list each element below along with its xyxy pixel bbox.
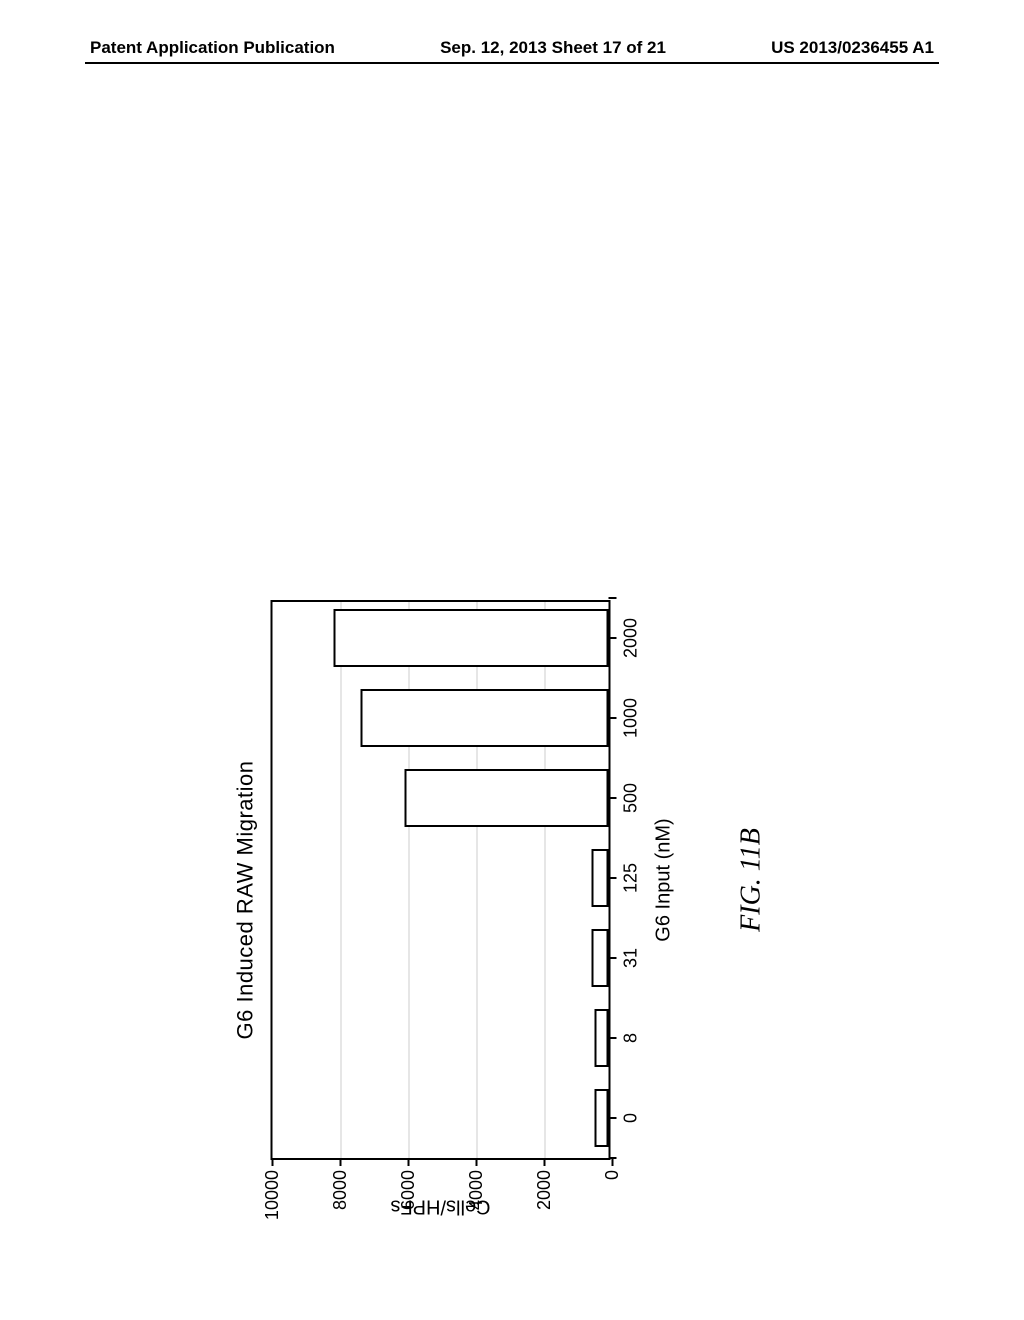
y-tick-label: 8000 bbox=[330, 1170, 351, 1210]
figure-rotated-wrapper: G6 Induced RAW Migration Cells/HPFs 0200… bbox=[233, 580, 768, 1220]
x-tick-label: 2000 bbox=[621, 618, 642, 658]
y-tick bbox=[612, 1158, 614, 1166]
chart-title: G6 Induced RAW Migration bbox=[233, 580, 259, 1220]
x-tick bbox=[609, 877, 617, 879]
y-tick-label: 10000 bbox=[262, 1170, 283, 1220]
y-tick-label: 2000 bbox=[534, 1170, 555, 1210]
header-left: Patent Application Publication bbox=[90, 38, 335, 58]
bar bbox=[333, 609, 608, 667]
x-tick-label: 0 bbox=[621, 1113, 642, 1123]
y-tick bbox=[340, 1158, 342, 1166]
bar bbox=[595, 1089, 609, 1147]
bar bbox=[595, 1009, 609, 1067]
y-tick-label: 4000 bbox=[466, 1170, 487, 1210]
gridline bbox=[341, 602, 342, 1158]
x-tick-label: 1000 bbox=[621, 698, 642, 738]
bar bbox=[592, 929, 609, 987]
x-tick bbox=[609, 797, 617, 799]
x-tick-label: 8 bbox=[621, 1033, 642, 1043]
header-rule bbox=[85, 62, 939, 64]
x-tick bbox=[609, 717, 617, 719]
x-tick bbox=[609, 637, 617, 639]
x-tick-label: 125 bbox=[621, 863, 642, 893]
page-header: Patent Application Publication Sep. 12, … bbox=[0, 38, 1024, 58]
y-tick bbox=[476, 1158, 478, 1166]
header-right: US 2013/0236455 A1 bbox=[771, 38, 934, 58]
x-tick bbox=[609, 597, 617, 599]
gridline bbox=[477, 602, 478, 1158]
y-tick bbox=[408, 1158, 410, 1166]
header-center: Sep. 12, 2013 Sheet 17 of 21 bbox=[440, 38, 666, 58]
x-tick bbox=[609, 1117, 617, 1119]
bar bbox=[360, 689, 608, 747]
x-tick-label: 500 bbox=[621, 783, 642, 813]
chart-container: G6 Induced RAW Migration Cells/HPFs 0200… bbox=[233, 580, 768, 1220]
y-tick-label: 6000 bbox=[398, 1170, 419, 1210]
y-tick bbox=[272, 1158, 274, 1166]
figure-caption: FIG. 11B bbox=[736, 600, 768, 1160]
y-tick-label: 0 bbox=[602, 1170, 623, 1180]
bar bbox=[405, 769, 609, 827]
x-tick bbox=[609, 957, 617, 959]
gridline bbox=[409, 602, 410, 1158]
x-tick bbox=[609, 1157, 617, 1159]
x-tick-label: 31 bbox=[621, 948, 642, 968]
x-tick bbox=[609, 1037, 617, 1039]
y-tick bbox=[544, 1158, 546, 1166]
bar bbox=[592, 849, 609, 907]
plot-area: Cells/HPFs 02000400060008000100000831125… bbox=[271, 600, 611, 1160]
x-axis-label: G6 Input (nM) bbox=[653, 600, 676, 1160]
gridline bbox=[545, 602, 546, 1158]
